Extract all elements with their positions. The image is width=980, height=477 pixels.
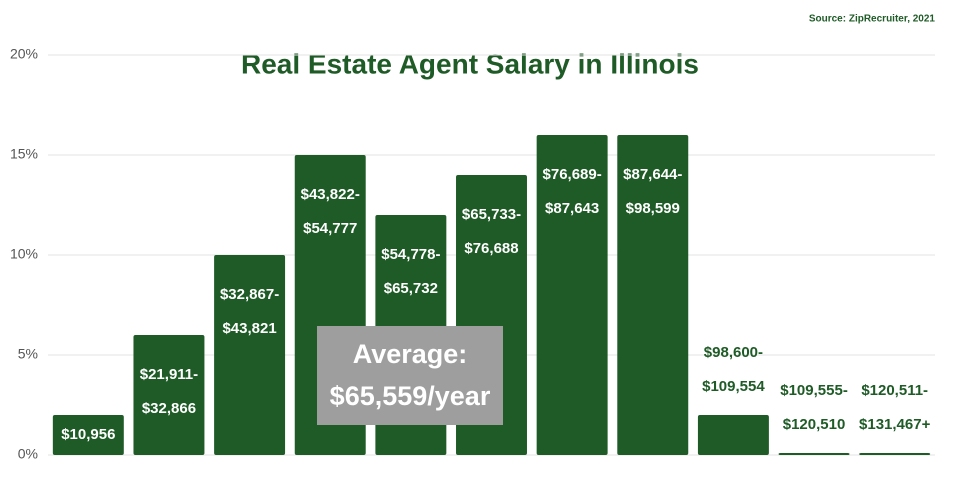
- bar-label: $76,689-: [543, 166, 602, 183]
- bar-label: $131,467+: [859, 416, 931, 433]
- bar-label: $10,956: [61, 426, 115, 443]
- bar: [536, 135, 608, 455]
- source: Source: ZipRecruiter, 2021: [809, 14, 936, 25]
- bar: [214, 255, 286, 455]
- bar-label: $32,867-: [220, 286, 279, 303]
- bar-label: $120,511-: [861, 382, 928, 399]
- y-tick-label: 0%: [18, 446, 38, 462]
- bar: [617, 135, 689, 455]
- y-tick-label: 20%: [10, 46, 38, 62]
- bar-label: $43,822-: [301, 186, 360, 203]
- bar-label: $98,599: [626, 200, 680, 217]
- bar-label: $120,510: [783, 416, 846, 433]
- annotation: $65,559/year: [330, 381, 491, 411]
- bar-label: $87,643: [545, 200, 599, 217]
- bar-label: $65,733-: [462, 206, 521, 223]
- bar: [697, 415, 769, 455]
- chart-title: Real Estate Agent Salary in Illinois: [241, 48, 699, 79]
- bar-label: $109,555-: [780, 382, 848, 399]
- bar: [52, 415, 124, 455]
- y-tick-label: 15%: [10, 146, 38, 162]
- annotation-box: [317, 326, 503, 425]
- bar-label: $109,554: [702, 378, 765, 395]
- bar-label: $54,778-: [381, 246, 440, 263]
- bar-label: $98,600-: [704, 344, 763, 361]
- bar-label: $65,732: [384, 280, 438, 297]
- bar: [778, 453, 850, 455]
- bar-label: $87,644-: [623, 166, 682, 183]
- y-tick-label: 10%: [10, 246, 38, 262]
- bar: [859, 453, 931, 455]
- bar-label: $43,821: [222, 320, 276, 337]
- bar-label: $32,866: [142, 400, 196, 417]
- bar-label: $54,777: [303, 220, 357, 237]
- bar-label: $21,911-: [140, 366, 198, 383]
- bar-label: $76,688: [464, 240, 518, 257]
- y-tick-label: 5%: [18, 346, 38, 362]
- annotation: Average:: [353, 339, 468, 369]
- bar: [133, 335, 205, 455]
